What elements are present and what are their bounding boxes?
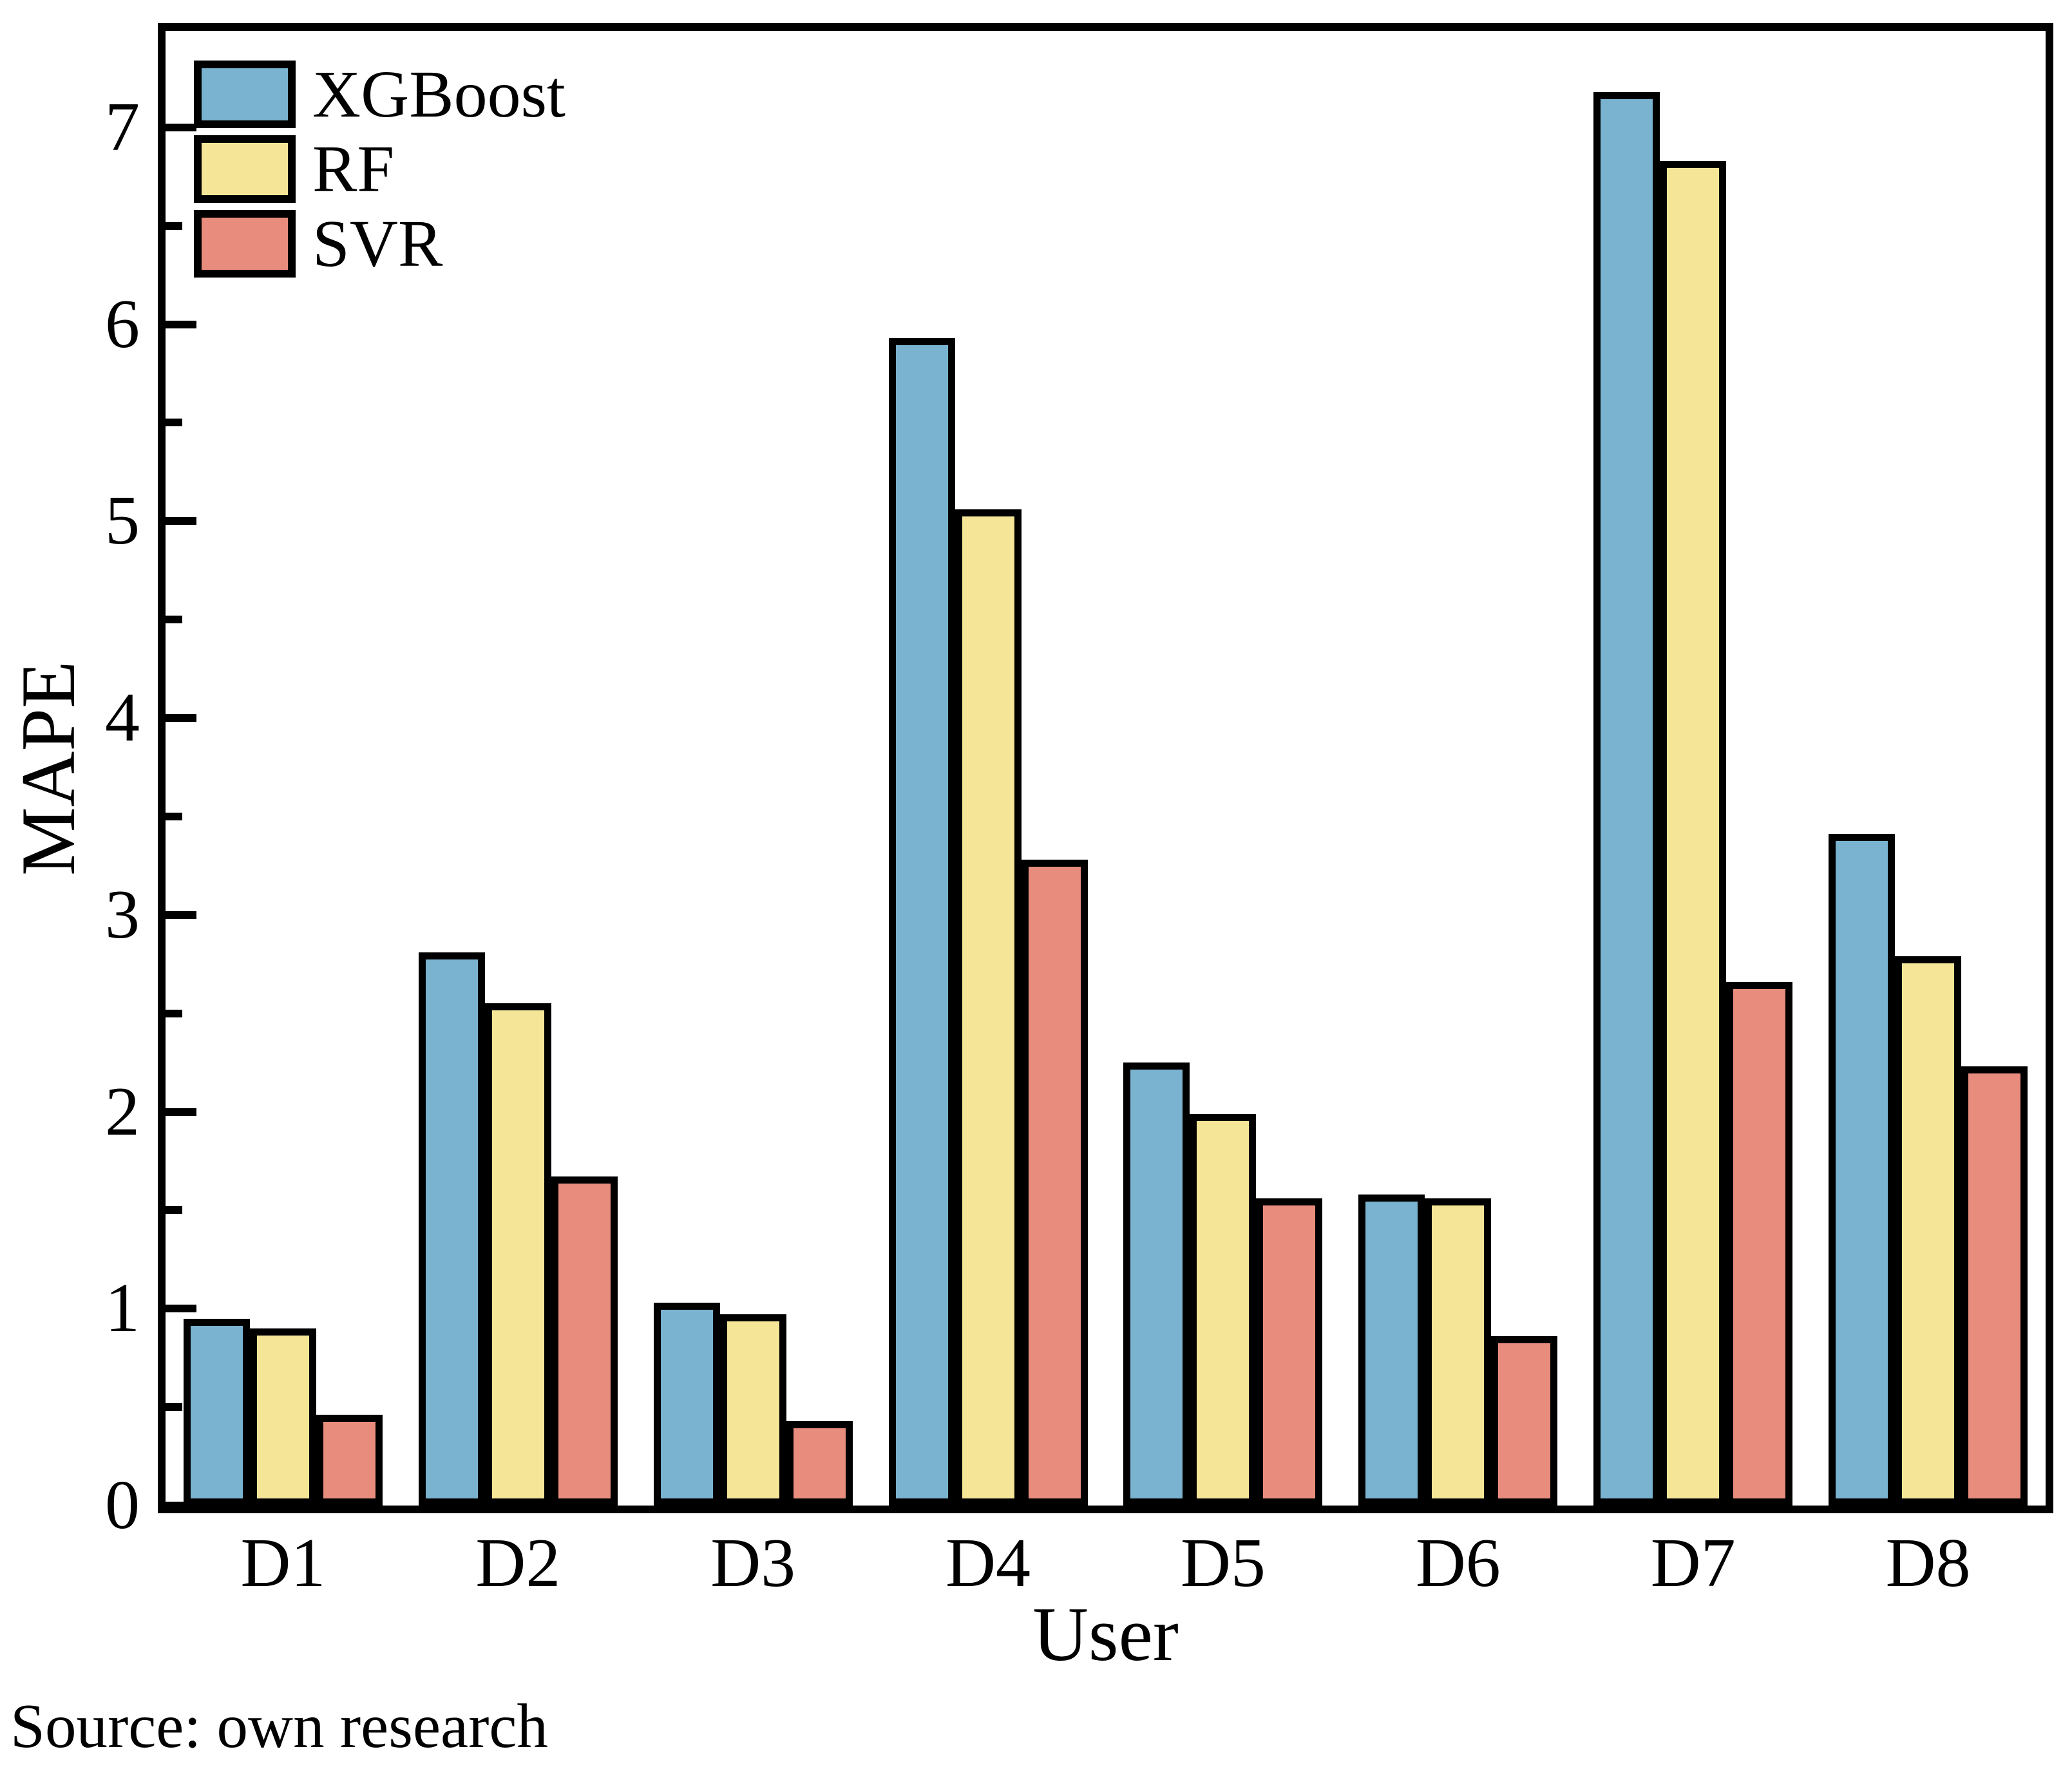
bar-D3-XGBoost bbox=[654, 1303, 720, 1506]
source-note: Source: own research bbox=[10, 1692, 548, 1761]
y-major-tick bbox=[166, 1305, 196, 1313]
legend-item-RF: RF bbox=[194, 135, 566, 203]
y-tick-label: 0 bbox=[105, 1467, 140, 1544]
bar-D1-SVR bbox=[316, 1415, 383, 1506]
x-tick-label-D5: D5 bbox=[1180, 1525, 1266, 1601]
bar-D4-XGBoost bbox=[889, 338, 955, 1506]
x-axis-title: User bbox=[1032, 1591, 1179, 1677]
bar-D8-XGBoost bbox=[1829, 834, 1895, 1506]
y-minor-tick bbox=[166, 419, 182, 427]
legend: XGBoost RF SVR bbox=[194, 61, 566, 278]
legend-label-XGBoost: XGBoost bbox=[312, 57, 566, 131]
y-tick-label: 6 bbox=[105, 285, 140, 363]
y-tick-label: 2 bbox=[105, 1073, 140, 1150]
y-tick-label: 1 bbox=[105, 1270, 140, 1347]
bar-D7-XGBoost bbox=[1593, 92, 1660, 1506]
y-minor-tick bbox=[166, 1206, 182, 1214]
y-major-tick bbox=[166, 1108, 196, 1116]
y-minor-tick bbox=[166, 616, 182, 624]
bar-D7-SVR bbox=[1726, 982, 1792, 1506]
x-tick-label-D4: D4 bbox=[946, 1525, 1031, 1601]
y-major-tick bbox=[166, 123, 196, 131]
y-major-tick bbox=[166, 911, 196, 919]
legend-swatch-RF bbox=[194, 135, 296, 203]
y-major-tick bbox=[166, 714, 196, 722]
y-tick-label: 3 bbox=[105, 876, 140, 953]
legend-label-SVR: SVR bbox=[312, 206, 443, 281]
y-tick-label: 5 bbox=[105, 482, 140, 560]
y-tick-label: 4 bbox=[105, 679, 140, 757]
bar-D6-RF bbox=[1425, 1198, 1491, 1506]
bar-D6-XGBoost bbox=[1358, 1195, 1425, 1506]
bar-D3-RF bbox=[720, 1314, 786, 1506]
bar-D5-SVR bbox=[1256, 1198, 1322, 1506]
y-minor-tick bbox=[166, 812, 182, 820]
x-tick-label-D8: D8 bbox=[1885, 1525, 1971, 1601]
x-tick-label-D6: D6 bbox=[1415, 1525, 1501, 1601]
y-minor-tick bbox=[166, 1009, 182, 1017]
y-major-tick bbox=[166, 320, 196, 328]
bar-D4-SVR bbox=[1022, 860, 1088, 1506]
bar-D7-RF bbox=[1660, 161, 1726, 1506]
x-tick-label-D7: D7 bbox=[1650, 1525, 1736, 1601]
bar-D1-RF bbox=[250, 1328, 316, 1506]
x-tick-label-D3: D3 bbox=[710, 1525, 796, 1601]
bar-D1-XGBoost bbox=[184, 1319, 250, 1506]
legend-swatch-SVR bbox=[194, 210, 296, 278]
y-minor-tick bbox=[166, 1403, 182, 1412]
x-tick-label-D2: D2 bbox=[475, 1525, 561, 1601]
bar-D5-XGBoost bbox=[1123, 1062, 1190, 1506]
bar-D2-SVR bbox=[551, 1176, 618, 1506]
bar-D2-RF bbox=[485, 1003, 551, 1506]
y-axis-title: MAPE bbox=[5, 661, 91, 876]
bar-D4-RF bbox=[955, 509, 1022, 1506]
legend-swatch-XGBoost bbox=[194, 61, 296, 128]
bar-D8-SVR bbox=[1961, 1066, 2028, 1506]
y-minor-tick bbox=[166, 222, 182, 230]
bar-D6-SVR bbox=[1491, 1336, 1557, 1506]
bar-D3-SVR bbox=[786, 1421, 853, 1506]
y-major-tick bbox=[166, 517, 196, 525]
bar-D8-RF bbox=[1895, 956, 1961, 1506]
x-tick-label-D1: D1 bbox=[240, 1525, 326, 1601]
legend-item-SVR: SVR bbox=[194, 210, 566, 278]
legend-label-RF: RF bbox=[312, 131, 395, 206]
bar-D2-XGBoost bbox=[419, 952, 485, 1506]
bar-D5-RF bbox=[1190, 1114, 1256, 1506]
y-tick-label: 7 bbox=[105, 88, 140, 165]
legend-item-XGBoost: XGBoost bbox=[194, 61, 566, 128]
